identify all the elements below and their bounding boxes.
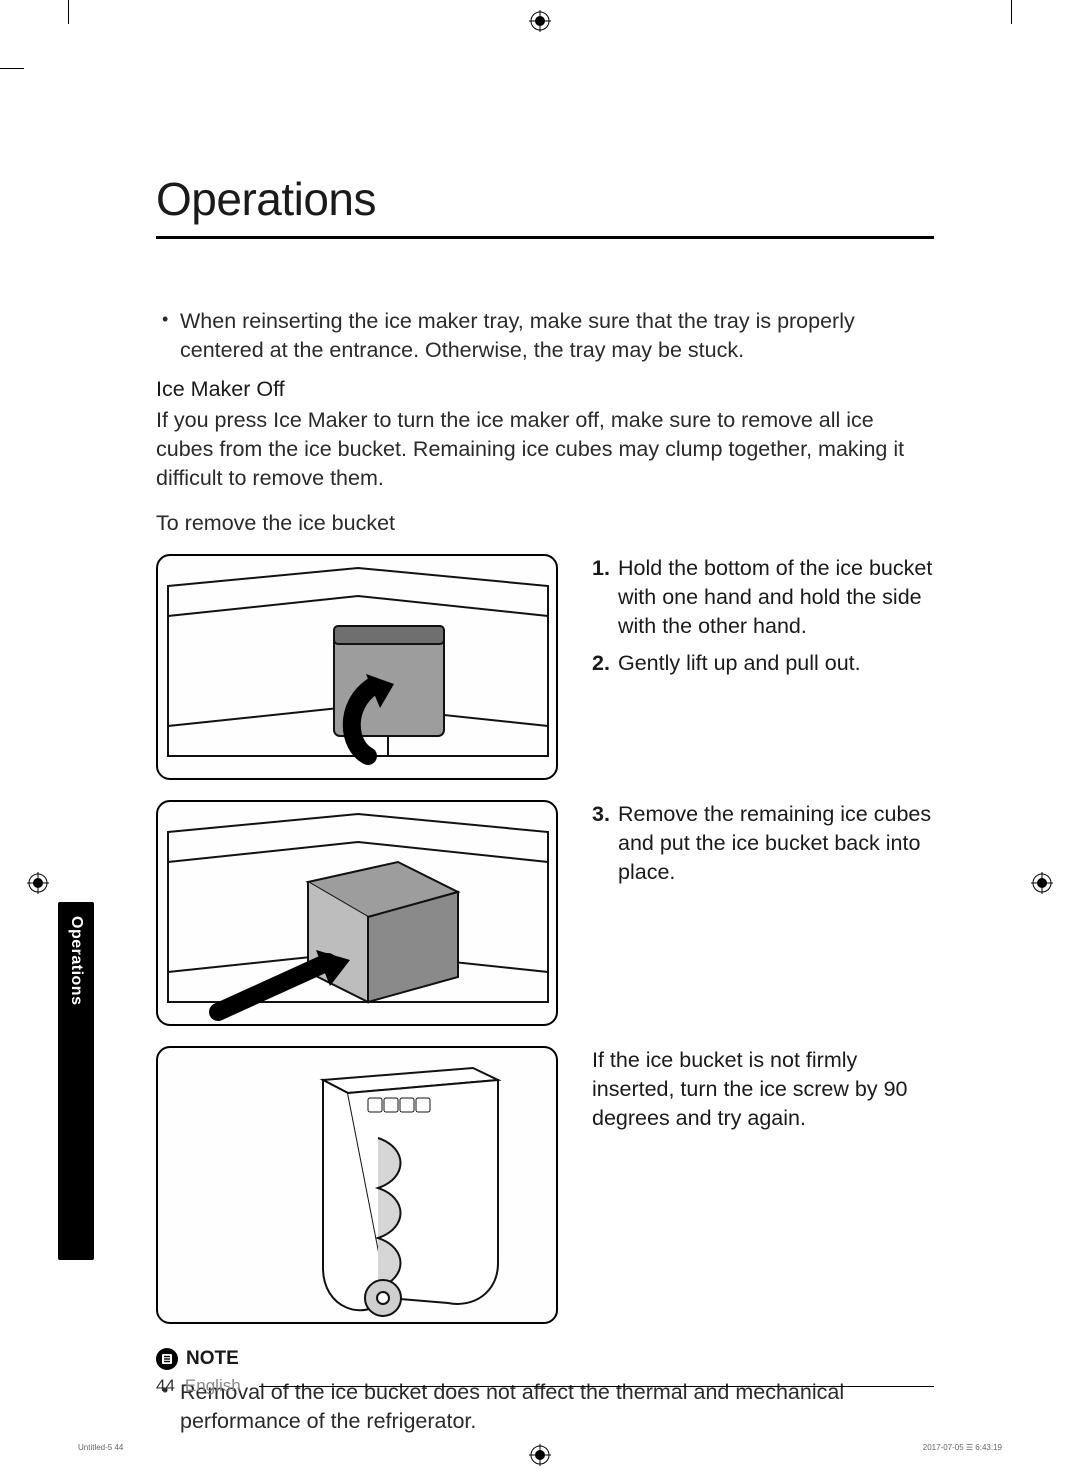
intro-bullet: When reinserting the ice maker tray, mak… [156, 307, 934, 365]
step-3: Remove the remaining ice cubes and put t… [592, 800, 934, 887]
step-2: Gently lift up and pull out. [592, 649, 934, 678]
crop-mark [1011, 0, 1012, 24]
illustration-2 [156, 800, 558, 1026]
step-list-2: Remove the remaining ice cubes and put t… [592, 800, 934, 887]
illustration-1 [156, 554, 558, 780]
page-title: Operations [156, 172, 934, 239]
step-text-2: Remove the remaining ice cubes and put t… [592, 800, 934, 1026]
section-tab: Operations [58, 902, 94, 1260]
subheading: Ice Maker Off [156, 377, 934, 402]
note-icon [156, 1348, 178, 1370]
subhead-paragraph: If you press Ice Maker to turn the ice m… [156, 406, 934, 493]
language-label: English [185, 1376, 241, 1396]
intro-list: When reinserting the ice maker tray, mak… [156, 307, 934, 365]
crop-mark [68, 0, 69, 24]
step-row-3: If the ice bucket is not firmly inserted… [156, 1046, 934, 1324]
page-footer: 44 English [156, 1376, 934, 1396]
remove-label: To remove the ice bucket [156, 509, 934, 538]
tip-text: If the ice bucket is not firmly inserted… [592, 1046, 934, 1324]
step-row-2: Remove the remaining ice cubes and put t… [156, 800, 934, 1026]
print-slug-right: 2017-07-05 ☰ 6:43:19 [923, 1443, 1002, 1452]
step-text-1: Hold the bottom of the ice bucket with o… [592, 554, 934, 780]
page-number: 44 [156, 1376, 175, 1396]
crop-mark [0, 68, 24, 69]
print-slug-left: Untitled-5 44 [78, 1443, 123, 1452]
footer-rule [259, 1386, 934, 1387]
registration-mark-icon [529, 10, 551, 32]
step-list-1: Hold the bottom of the ice bucket with o… [592, 554, 934, 678]
page-content: Operations When reinserting the ice make… [156, 172, 934, 1448]
registration-mark-icon [1031, 872, 1053, 894]
step-1: Hold the bottom of the ice bucket with o… [592, 554, 934, 641]
step-row-1: Hold the bottom of the ice bucket with o… [156, 554, 934, 780]
note-label-text: NOTE [186, 1348, 239, 1370]
registration-mark-icon [27, 872, 49, 894]
section-tab-label: Operations [67, 916, 85, 1005]
illustration-3 [156, 1046, 558, 1324]
note-heading: NOTE [156, 1348, 934, 1370]
